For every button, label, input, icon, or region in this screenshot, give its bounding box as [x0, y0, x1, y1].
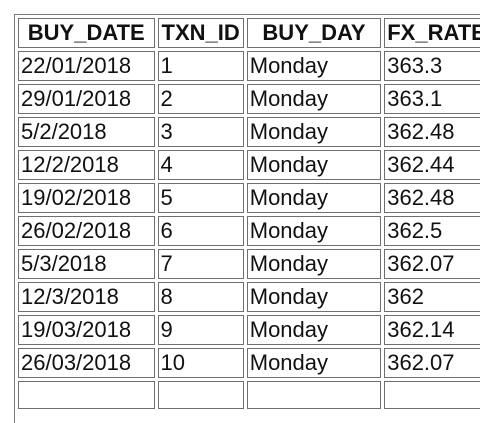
cell-buy-day: Monday: [246, 315, 382, 345]
cell-fx-rate: 362.07: [384, 249, 480, 279]
cell-partial: [384, 381, 480, 409]
cell-buy-date: 26/02/2018: [18, 216, 155, 246]
cell-buy-day: Monday: [246, 216, 382, 246]
table-row: 26/03/2018 10 Monday 362.07: [18, 348, 480, 378]
table-header-row: BUY_DATE TXN_ID BUY_DAY FX_RATE: [18, 18, 480, 48]
table-row: 19/03/2018 9 Monday 362.14: [18, 315, 480, 345]
cell-txn-id: 2: [157, 84, 244, 114]
cell-txn-id: 4: [157, 150, 244, 180]
cell-buy-date: 26/03/2018: [18, 348, 155, 378]
cell-buy-day: Monday: [246, 150, 382, 180]
cell-txn-id: 10: [157, 348, 244, 378]
cell-buy-day: Monday: [246, 183, 382, 213]
cell-buy-date: 29/01/2018: [18, 84, 155, 114]
cell-partial: [157, 381, 244, 409]
cell-fx-rate: 362.07: [384, 348, 480, 378]
table-row: 26/02/2018 6 Monday 362.5: [18, 216, 480, 246]
cell-txn-id: 7: [157, 249, 244, 279]
data-table-container: BUY_DATE TXN_ID BUY_DAY FX_RATE 22/01/20…: [14, 14, 480, 423]
cell-buy-date: 19/02/2018: [18, 183, 155, 213]
cell-buy-date: 12/3/2018: [18, 282, 155, 312]
cell-txn-id: 3: [157, 117, 244, 147]
column-header-buy-date: BUY_DATE: [18, 18, 155, 48]
table-row: 5/2/2018 3 Monday 362.48: [18, 117, 480, 147]
cell-buy-day: Monday: [246, 348, 382, 378]
cell-fx-rate: 362.14: [384, 315, 480, 345]
cell-txn-id: 6: [157, 216, 244, 246]
cell-buy-date: 5/3/2018: [18, 249, 155, 279]
cell-partial: [18, 381, 155, 409]
cell-buy-day: Monday: [246, 249, 382, 279]
cell-buy-date: 12/2/2018: [18, 150, 155, 180]
cell-buy-date: 5/2/2018: [18, 117, 155, 147]
table-row: 19/02/2018 5 Monday 362.48: [18, 183, 480, 213]
data-table: BUY_DATE TXN_ID BUY_DAY FX_RATE 22/01/20…: [15, 15, 480, 412]
cell-fx-rate: 362.48: [384, 183, 480, 213]
table-row: 12/3/2018 8 Monday 362: [18, 282, 480, 312]
cell-buy-date: 22/01/2018: [18, 51, 155, 81]
cell-buy-date: 19/03/2018: [18, 315, 155, 345]
cell-buy-day: Monday: [246, 282, 382, 312]
cell-fx-rate: 362.5: [384, 216, 480, 246]
cell-fx-rate: 362: [384, 282, 480, 312]
table-row: 5/3/2018 7 Monday 362.07: [18, 249, 480, 279]
cell-buy-day: Monday: [246, 84, 382, 114]
column-header-fx-rate: FX_RATE: [384, 18, 480, 48]
cell-txn-id: 5: [157, 183, 244, 213]
cell-buy-day: Monday: [246, 51, 382, 81]
cell-fx-rate: 362.48: [384, 117, 480, 147]
column-header-buy-day: BUY_DAY: [246, 18, 382, 48]
cell-txn-id: 1: [157, 51, 244, 81]
cell-txn-id: 9: [157, 315, 244, 345]
table-row: 12/2/2018 4 Monday 362.44: [18, 150, 480, 180]
cell-fx-rate: 363.3: [384, 51, 480, 81]
table-row-partial: [18, 381, 480, 409]
cell-fx-rate: 363.1: [384, 84, 480, 114]
cell-partial: [246, 381, 382, 409]
cell-buy-day: Monday: [246, 117, 382, 147]
cell-fx-rate: 362.44: [384, 150, 480, 180]
cell-txn-id: 8: [157, 282, 244, 312]
table-row: 29/01/2018 2 Monday 363.1: [18, 84, 480, 114]
column-header-txn-id: TXN_ID: [157, 18, 244, 48]
table-row: 22/01/2018 1 Monday 363.3: [18, 51, 480, 81]
